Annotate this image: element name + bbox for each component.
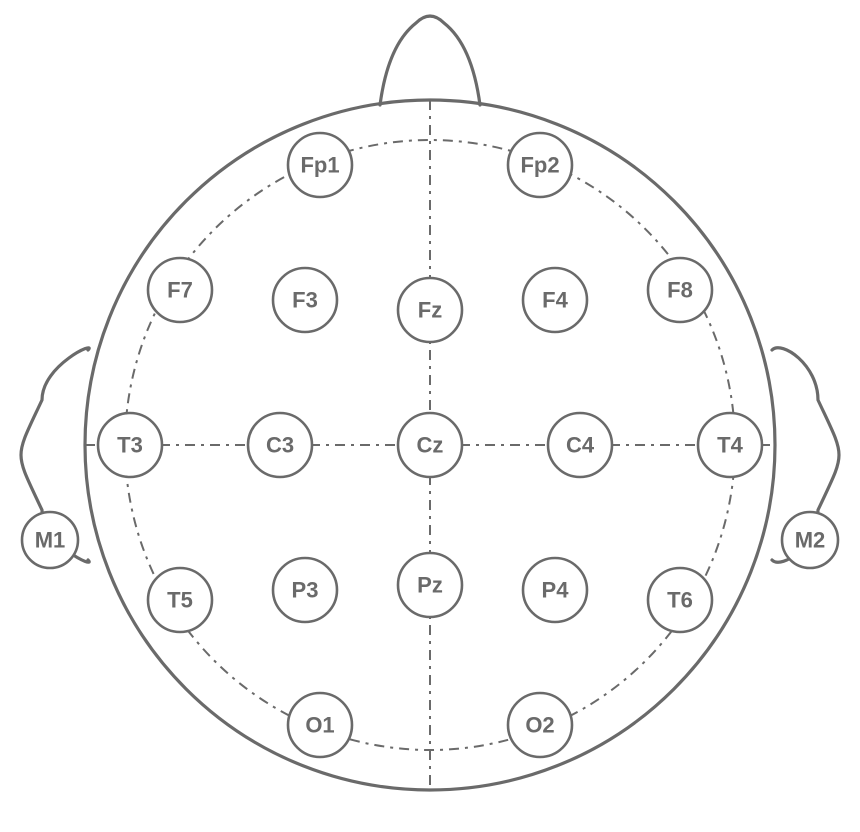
electrode-t6: T6	[648, 568, 712, 632]
electrode-m1: M1	[22, 512, 78, 568]
electrode-label: O1	[305, 713, 334, 738]
electrode-fp2: Fp2	[508, 133, 572, 197]
electrode-label: Pz	[417, 573, 443, 598]
electrode-label: F3	[292, 288, 318, 313]
electrode-label: F8	[667, 278, 693, 303]
electrode-f7: F7	[148, 258, 212, 322]
electrode-p4: P4	[523, 558, 587, 622]
electrode-label: Fp2	[520, 153, 559, 178]
electrode-label: C4	[566, 433, 595, 458]
electrode-cz: Cz	[398, 413, 462, 477]
electrode-c3: C3	[248, 413, 312, 477]
electrode-label: P4	[542, 578, 570, 603]
electrode-f3: F3	[273, 268, 337, 332]
electrode-f8: F8	[648, 258, 712, 322]
electrode-pz: Pz	[398, 553, 462, 617]
eeg-1020-diagram: Fp1 Fp2 F7 F3 Fz F4 F8 T3 C3 Cz C4 T4 T5 P3 Pz P4 T6 O1 O2…	[0, 0, 860, 832]
electrode-label: F7	[167, 278, 193, 303]
electrode-label: O2	[525, 713, 554, 738]
electrode-label: T4	[717, 433, 743, 458]
electrode-label: T3	[117, 433, 143, 458]
electrode-label: T6	[667, 588, 693, 613]
electrode-label: M1	[35, 528, 66, 553]
electrode-fp1: Fp1	[288, 133, 352, 197]
electrode-label: F4	[542, 288, 568, 313]
electrode-label: C3	[266, 433, 294, 458]
electrode-t5: T5	[148, 568, 212, 632]
electrode-label: T5	[167, 588, 193, 613]
electrode-t4: T4	[698, 413, 762, 477]
electrode-c4: C4	[548, 413, 612, 477]
electrode-label: Fp1	[300, 153, 339, 178]
electrode-m2: M2	[782, 512, 838, 568]
electrode-fz: Fz	[398, 278, 462, 342]
electrode-t3: T3	[98, 413, 162, 477]
electrode-label: M2	[795, 528, 826, 553]
electrode-o2: O2	[508, 693, 572, 757]
electrode-f4: F4	[523, 268, 587, 332]
electrode-label: Fz	[418, 298, 442, 323]
electrode-o1: O1	[288, 693, 352, 757]
electrode-label: Cz	[417, 433, 444, 458]
electrode-label: P3	[292, 578, 319, 603]
electrode-p3: P3	[273, 558, 337, 622]
